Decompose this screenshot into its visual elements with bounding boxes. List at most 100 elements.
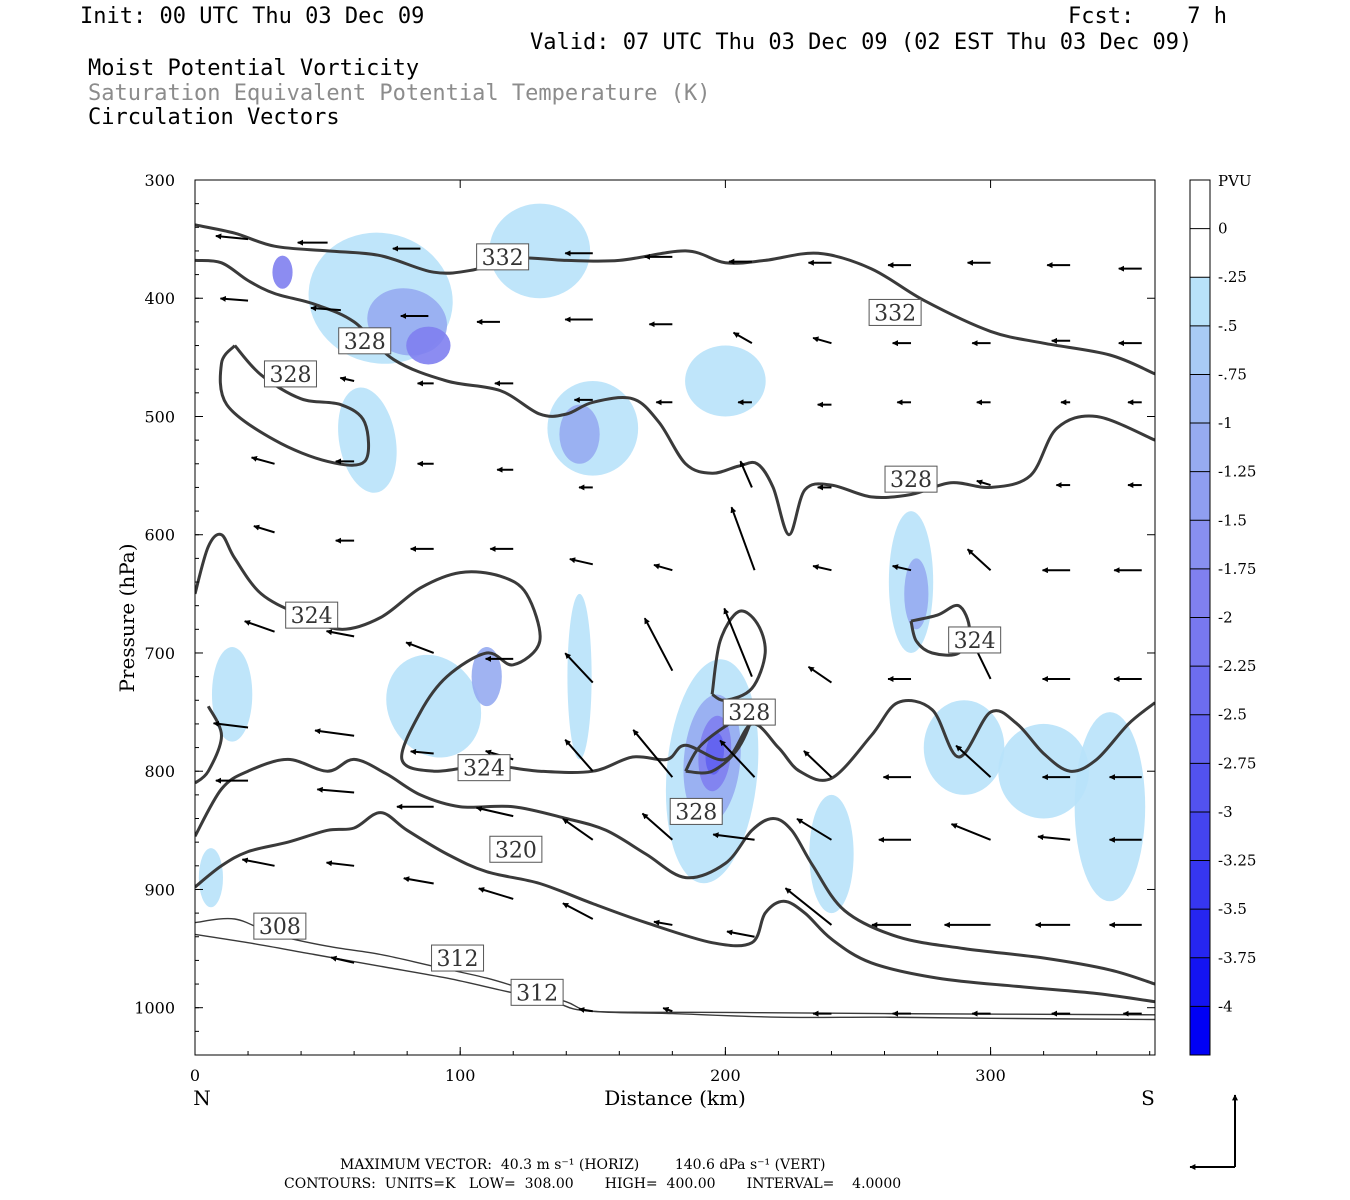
circulation-vector (892, 564, 912, 572)
field-title-vectors: Circulation Vectors (88, 105, 340, 130)
colorbar-level-label: 0 (1218, 220, 1228, 238)
circulation-vector (662, 1007, 673, 1013)
x-axis-label: Distance (km) (604, 1086, 746, 1110)
circulation-vector (653, 563, 673, 572)
colorbar-level-label: -1.25 (1218, 463, 1256, 481)
colorbar-level-label: -.25 (1218, 268, 1247, 286)
valid-time: Valid: 07 UTC Thu 03 Dec 09 (02 EST Thu … (530, 30, 1193, 55)
init-time: Init: 00 UTC Thu 03 Dec 09 (80, 4, 425, 29)
colorbar-swatch (1190, 763, 1210, 812)
contour-label-box (457, 754, 511, 782)
colorbar-level-label: -3.5 (1218, 900, 1247, 918)
circulation-vector (569, 557, 594, 566)
circulation-vector (732, 331, 753, 345)
axes: 300 400 500 600 700 800 900 1000 0 100 200 300 (134, 171, 1155, 1085)
contour-label-box (510, 978, 564, 1006)
contour-label: 328 (890, 468, 932, 493)
contour-label: 332 (482, 246, 524, 271)
colorbar-level-label: -2.25 (1218, 657, 1256, 675)
colorbar-swatch (1190, 423, 1210, 472)
contour-labels: 332 332 328 328 328 328 328 324 324 324 320 312 312 3… (253, 243, 1002, 1006)
y-axis-label: Pressure (hPa) (115, 544, 139, 693)
contour-line (218, 344, 371, 467)
contour-label: 324 (291, 604, 333, 629)
circulation-vector (405, 641, 435, 654)
circulation-vector (807, 665, 833, 684)
contour-label-box (669, 797, 723, 825)
colorbar-level-label: -1.75 (1218, 560, 1256, 578)
circulation-vector (310, 305, 341, 312)
colorbar-swatch (1190, 277, 1210, 326)
endpoint-south: S (1141, 1086, 1155, 1110)
colorbar-level-label: -2 (1218, 609, 1233, 627)
circulation-vector (325, 629, 355, 638)
pv-region (198, 848, 224, 908)
pv-region (1074, 712, 1146, 902)
circulation-vector (641, 812, 674, 841)
colorbar-swatch (1190, 325, 1210, 375)
contour-label-box (948, 626, 1002, 654)
circulation-vector (784, 887, 833, 926)
circulation-vector (955, 744, 992, 778)
circulation-vector (219, 295, 249, 302)
field-title-theta-es: Saturation Equivalent Potential Temperat… (88, 81, 711, 106)
pv-region (904, 558, 929, 630)
circulation-vector (812, 564, 832, 572)
circulation-vector (803, 750, 833, 778)
colorbar-swatch (1190, 520, 1210, 569)
contour-label-box (722, 698, 776, 726)
circulation-vector (632, 729, 674, 778)
pv-region (998, 723, 1089, 819)
colorbar-unit: PVU (1218, 172, 1252, 190)
colorbar-swatch (1190, 666, 1210, 715)
endpoint-north: N (193, 1086, 211, 1110)
field-title-pv: Moist Potential Vorticity (88, 56, 420, 81)
x-tick-label: 100 (445, 1066, 476, 1085)
colorbar-level-label: -2.5 (1218, 706, 1247, 724)
contour-label: 312 (437, 947, 479, 972)
circulation-vector (564, 739, 594, 772)
colorbar-swatch (1190, 617, 1210, 667)
theta-es-contours (195, 223, 1155, 1021)
contour-label-box (868, 298, 922, 326)
max-vector-info: MAXIMUM VECTOR: 40.3 m s⁻¹ (HORIZ) 140.6… (340, 1157, 826, 1173)
y-tick-label: 1000 (134, 999, 175, 1018)
pv-region (685, 345, 766, 417)
circulation-vector (330, 955, 355, 964)
circulation-vector (253, 524, 275, 534)
contour-line (195, 705, 223, 785)
contour-line (195, 933, 1155, 1016)
circulation-vector (215, 233, 249, 241)
colorbar-swatch (1190, 471, 1210, 521)
reference-vector-icon (1189, 1094, 1238, 1170)
pv-region (471, 647, 502, 707)
circulation-vector (730, 506, 756, 571)
colorbar-level-label: -3.25 (1218, 852, 1256, 870)
contour-info: CONTOURS: UNITS=K LOW= 308.00 HIGH= 400.… (284, 1176, 902, 1192)
colorbar-swatch (1190, 374, 1210, 424)
plot-frame (194, 179, 1156, 1056)
x-tick-label: 200 (710, 1066, 741, 1085)
colorbar-swatch (1190, 909, 1210, 958)
circulation-vector (643, 617, 674, 672)
y-tick-label: 800 (144, 762, 175, 781)
colorbar-swatch (1190, 714, 1210, 764)
circulation-vector (653, 919, 673, 926)
x-tick-label: 0 (190, 1066, 200, 1085)
colorbar-swatch (1190, 1006, 1210, 1055)
circulation-vector (410, 748, 434, 755)
contour-line (195, 532, 1155, 782)
circulation-vector (250, 456, 275, 465)
contour-label: 324 (463, 757, 505, 782)
circulation-vector (712, 832, 755, 841)
x-tick-label: 300 (975, 1066, 1006, 1085)
contour-label: 312 (516, 981, 558, 1006)
contour-line (195, 258, 1155, 537)
colorbar-swatch (1190, 860, 1210, 910)
contour-line (195, 223, 1155, 376)
y-tick-label: 700 (144, 644, 175, 663)
colorbar-swatch (1190, 180, 1210, 229)
y-tick-label: 500 (144, 407, 175, 426)
circulation-vector (796, 817, 832, 841)
circulation-vector (562, 902, 594, 920)
